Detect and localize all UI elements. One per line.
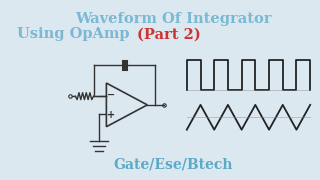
Text: Gate/Ese/Btech: Gate/Ese/Btech	[113, 158, 233, 171]
Text: Using OpAmp: Using OpAmp	[17, 27, 135, 41]
Text: (Part 2): (Part 2)	[137, 27, 200, 41]
Text: Waveform Of Integrator: Waveform Of Integrator	[75, 12, 271, 26]
Text: +: +	[107, 110, 115, 120]
Text: −: −	[107, 90, 115, 100]
